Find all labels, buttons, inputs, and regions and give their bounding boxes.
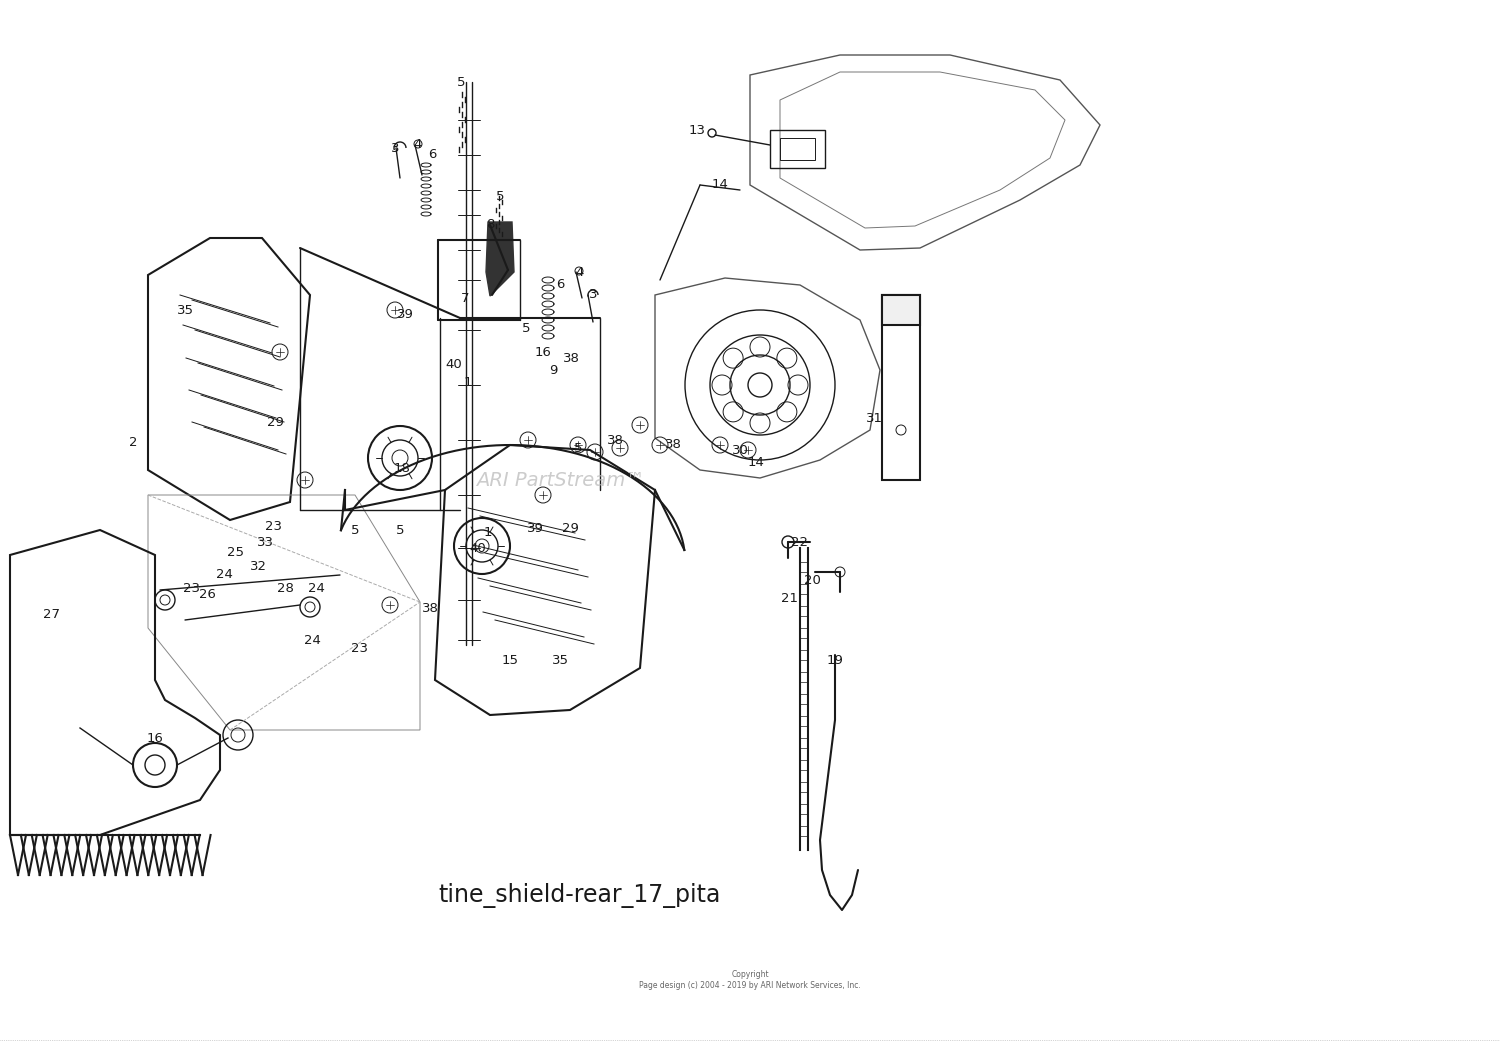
Text: 23: 23 — [351, 642, 369, 654]
Text: 5: 5 — [456, 75, 465, 89]
Text: 2: 2 — [129, 435, 138, 449]
Text: 18: 18 — [393, 462, 411, 474]
Text: 5: 5 — [522, 322, 531, 335]
Text: 7: 7 — [460, 291, 470, 305]
Text: 5: 5 — [495, 190, 504, 202]
Text: 20: 20 — [804, 574, 820, 587]
Text: ARI PartStream™: ARI PartStream™ — [476, 470, 645, 489]
Text: 25: 25 — [226, 545, 243, 558]
Text: 23: 23 — [183, 581, 201, 594]
Text: 3: 3 — [588, 288, 597, 302]
Text: 14: 14 — [711, 179, 729, 192]
Text: 6: 6 — [556, 279, 564, 291]
Text: 32: 32 — [249, 559, 267, 573]
Text: 39: 39 — [526, 521, 543, 535]
Polygon shape — [486, 222, 514, 297]
Text: 13: 13 — [688, 124, 705, 137]
FancyBboxPatch shape — [882, 295, 920, 325]
Text: 16: 16 — [534, 345, 552, 359]
Text: 21: 21 — [782, 592, 798, 605]
Text: 24: 24 — [216, 569, 232, 581]
Text: 4: 4 — [414, 139, 422, 151]
Text: 33: 33 — [256, 537, 273, 550]
Text: 38: 38 — [562, 352, 579, 364]
Text: 19: 19 — [827, 653, 843, 666]
Text: 24: 24 — [308, 581, 324, 594]
Text: 3: 3 — [390, 142, 399, 155]
Text: 24: 24 — [303, 633, 321, 646]
Text: 35: 35 — [552, 653, 568, 666]
Text: 1: 1 — [464, 376, 472, 389]
Text: 15: 15 — [501, 653, 519, 666]
Text: 14: 14 — [747, 455, 765, 468]
Text: 38: 38 — [664, 438, 681, 451]
Text: 35: 35 — [177, 304, 194, 317]
Text: 29: 29 — [267, 415, 284, 429]
Text: 40: 40 — [446, 359, 462, 372]
Text: 28: 28 — [276, 581, 294, 594]
Text: 5: 5 — [573, 442, 582, 454]
Text: 8: 8 — [486, 218, 494, 232]
Text: 29: 29 — [561, 521, 579, 535]
Text: 1: 1 — [483, 525, 492, 538]
Text: 5: 5 — [351, 523, 360, 537]
Text: 4: 4 — [576, 266, 584, 279]
Text: 6: 6 — [427, 148, 436, 162]
Text: 30: 30 — [732, 444, 748, 456]
Text: 27: 27 — [44, 609, 60, 622]
Text: 40: 40 — [470, 541, 486, 555]
Text: 38: 38 — [422, 602, 438, 614]
Text: 22: 22 — [792, 537, 808, 550]
Text: 5: 5 — [396, 523, 405, 537]
Text: 9: 9 — [549, 363, 556, 377]
Text: 26: 26 — [198, 589, 216, 602]
Text: Copyright
Page design (c) 2004 - 2019 by ARI Network Services, Inc.: Copyright Page design (c) 2004 - 2019 by… — [639, 970, 861, 990]
Text: 39: 39 — [396, 308, 414, 322]
Text: 31: 31 — [865, 412, 882, 425]
Text: 38: 38 — [606, 433, 624, 447]
Text: 16: 16 — [147, 732, 164, 744]
Text: tine_shield-rear_17_pita: tine_shield-rear_17_pita — [440, 882, 722, 908]
Text: 23: 23 — [264, 521, 282, 534]
